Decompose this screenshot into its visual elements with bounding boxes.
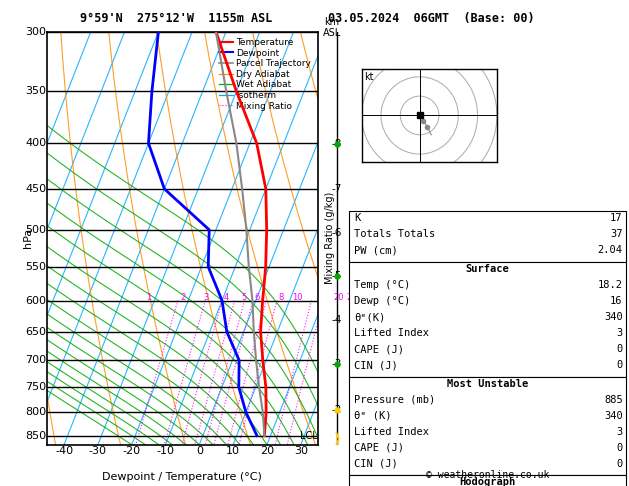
Text: K: K [354,213,360,224]
Text: 340: 340 [604,411,623,421]
Text: 850: 850 [25,431,46,441]
Text: 550: 550 [25,262,46,272]
Text: 750: 750 [25,382,46,392]
Text: 1: 1 [147,293,152,302]
Text: 3: 3 [616,427,623,437]
Text: 0: 0 [616,344,623,354]
Text: Totals Totals: Totals Totals [354,229,435,240]
Text: 03.05.2024  06GMT  (Base: 00): 03.05.2024 06GMT (Base: 00) [328,12,534,25]
Text: 0: 0 [196,446,203,456]
Text: Surface: Surface [465,264,509,274]
Text: Dewpoint / Temperature (°C): Dewpoint / Temperature (°C) [103,471,262,482]
Legend: Temperature, Dewpoint, Parcel Trajectory, Dry Adiabat, Wet Adiabat, Isotherm, Mi: Temperature, Dewpoint, Parcel Trajectory… [218,36,313,112]
Text: 450: 450 [25,184,46,194]
Text: 300: 300 [25,27,46,36]
Text: 8: 8 [278,293,284,302]
Text: Dewp (°C): Dewp (°C) [354,296,410,306]
Text: 37: 37 [610,229,623,240]
Text: 0: 0 [616,459,623,469]
Text: ASL: ASL [323,28,341,38]
Text: Mixing Ratio (g/kg): Mixing Ratio (g/kg) [325,192,335,284]
Text: 4: 4 [224,293,230,302]
Text: CIN (J): CIN (J) [354,459,398,469]
Text: Most Unstable: Most Unstable [447,379,528,389]
Text: 20: 20 [260,446,274,456]
Text: 600: 600 [25,295,46,306]
Text: -40: -40 [55,446,73,456]
Text: CAPE (J): CAPE (J) [354,344,404,354]
Text: -20: -20 [123,446,141,456]
Text: 340: 340 [604,312,623,322]
Text: 0: 0 [616,443,623,453]
Text: 400: 400 [25,138,46,148]
Text: -3: -3 [332,359,342,369]
Text: θᵉ (K): θᵉ (K) [354,411,392,421]
Text: 30: 30 [294,446,308,456]
Text: -7: -7 [332,184,342,194]
Text: 0: 0 [616,360,623,370]
Text: CIN (J): CIN (J) [354,360,398,370]
Text: 2.04: 2.04 [598,245,623,256]
Text: 10: 10 [226,446,240,456]
Text: 350: 350 [25,87,46,96]
Text: 3: 3 [616,328,623,338]
Text: 885: 885 [604,395,623,405]
Text: -6: -6 [332,228,342,238]
Text: 700: 700 [25,355,46,365]
Text: θᵉ(K): θᵉ(K) [354,312,386,322]
Text: kt: kt [364,72,374,82]
Text: 650: 650 [25,327,46,337]
Text: 20: 20 [333,293,343,302]
Text: 5: 5 [241,293,246,302]
Text: -5: -5 [332,271,342,281]
Text: km: km [324,17,340,27]
Text: 10: 10 [292,293,303,302]
Text: 16: 16 [610,296,623,306]
Text: Pressure (mb): Pressure (mb) [354,395,435,405]
Text: LCL: LCL [299,431,317,441]
Text: Lifted Index: Lifted Index [354,427,429,437]
Text: 17: 17 [610,213,623,224]
Text: -2: -2 [332,405,342,415]
Text: 25: 25 [347,293,357,302]
Text: 18.2: 18.2 [598,280,623,290]
Text: -30: -30 [89,446,107,456]
Text: Temp (°C): Temp (°C) [354,280,410,290]
Text: 500: 500 [25,225,46,235]
Text: hPa: hPa [23,228,33,248]
Text: -4: -4 [332,315,342,325]
Text: CAPE (J): CAPE (J) [354,443,404,453]
Text: © weatheronline.co.uk: © weatheronline.co.uk [426,470,549,480]
Text: 800: 800 [25,407,46,417]
Text: 9°59'N  275°12'W  1155m ASL: 9°59'N 275°12'W 1155m ASL [80,12,272,25]
Text: Hodograph: Hodograph [459,477,516,486]
Text: PW (cm): PW (cm) [354,245,398,256]
Text: -10: -10 [157,446,174,456]
Text: 6: 6 [254,293,260,302]
Text: 3: 3 [204,293,209,302]
Text: 2: 2 [180,293,186,302]
Text: -8: -8 [332,139,342,149]
Text: Lifted Index: Lifted Index [354,328,429,338]
